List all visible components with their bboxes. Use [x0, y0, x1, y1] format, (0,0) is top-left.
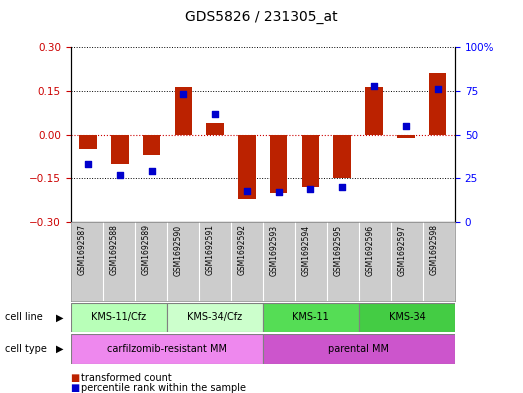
Bar — [397, 134, 415, 138]
Point — [275, 189, 283, 195]
Text: GDS5826 / 231305_at: GDS5826 / 231305_at — [185, 10, 338, 24]
Point — [402, 123, 410, 129]
Text: ▶: ▶ — [56, 312, 64, 322]
Bar — [359, 303, 455, 332]
Text: GSM1692592: GSM1692592 — [238, 224, 247, 275]
Bar — [429, 73, 446, 134]
Bar — [263, 334, 455, 364]
Point — [306, 185, 315, 192]
Text: GSM1692590: GSM1692590 — [174, 224, 183, 275]
Text: GSM1692597: GSM1692597 — [398, 224, 407, 275]
Point — [211, 110, 219, 117]
Bar — [263, 303, 359, 332]
Text: GSM1692596: GSM1692596 — [366, 224, 375, 275]
Text: cell type: cell type — [5, 344, 47, 354]
Bar — [302, 134, 319, 187]
Point — [370, 83, 378, 89]
Point — [179, 91, 188, 97]
Text: GSM1692595: GSM1692595 — [334, 224, 343, 275]
Text: ■: ■ — [71, 373, 80, 383]
Bar — [207, 123, 224, 134]
Text: carfilzomib-resistant MM: carfilzomib-resistant MM — [107, 344, 226, 354]
Point — [116, 172, 124, 178]
Text: KMS-11/Cfz: KMS-11/Cfz — [91, 312, 146, 322]
Point — [338, 184, 346, 190]
Bar — [79, 134, 97, 149]
Text: percentile rank within the sample: percentile rank within the sample — [81, 383, 246, 393]
Text: ▶: ▶ — [56, 344, 64, 354]
Text: transformed count: transformed count — [81, 373, 172, 383]
Text: parental MM: parental MM — [328, 344, 390, 354]
Bar — [143, 134, 161, 155]
Text: KMS-34/Cfz: KMS-34/Cfz — [187, 312, 242, 322]
Text: GSM1692593: GSM1692593 — [270, 224, 279, 275]
Bar — [71, 303, 167, 332]
Text: GSM1692594: GSM1692594 — [302, 224, 311, 275]
Text: ■: ■ — [71, 383, 80, 393]
Text: GSM1692587: GSM1692587 — [77, 224, 87, 275]
Text: GSM1692589: GSM1692589 — [142, 224, 151, 275]
Bar — [111, 134, 129, 164]
Text: GSM1692588: GSM1692588 — [110, 224, 119, 275]
Text: cell line: cell line — [5, 312, 43, 322]
Bar — [334, 134, 351, 178]
Bar — [365, 87, 383, 134]
Point — [434, 86, 442, 92]
Bar — [175, 87, 192, 134]
Text: KMS-34: KMS-34 — [389, 312, 425, 322]
Bar — [71, 334, 263, 364]
Point — [84, 161, 92, 167]
Point — [243, 187, 251, 194]
Text: GSM1692591: GSM1692591 — [206, 224, 215, 275]
Bar — [167, 303, 263, 332]
Text: KMS-11: KMS-11 — [292, 312, 329, 322]
Bar — [238, 134, 256, 199]
Point — [147, 168, 156, 174]
Text: GSM1692598: GSM1692598 — [430, 224, 439, 275]
Bar — [270, 134, 288, 193]
